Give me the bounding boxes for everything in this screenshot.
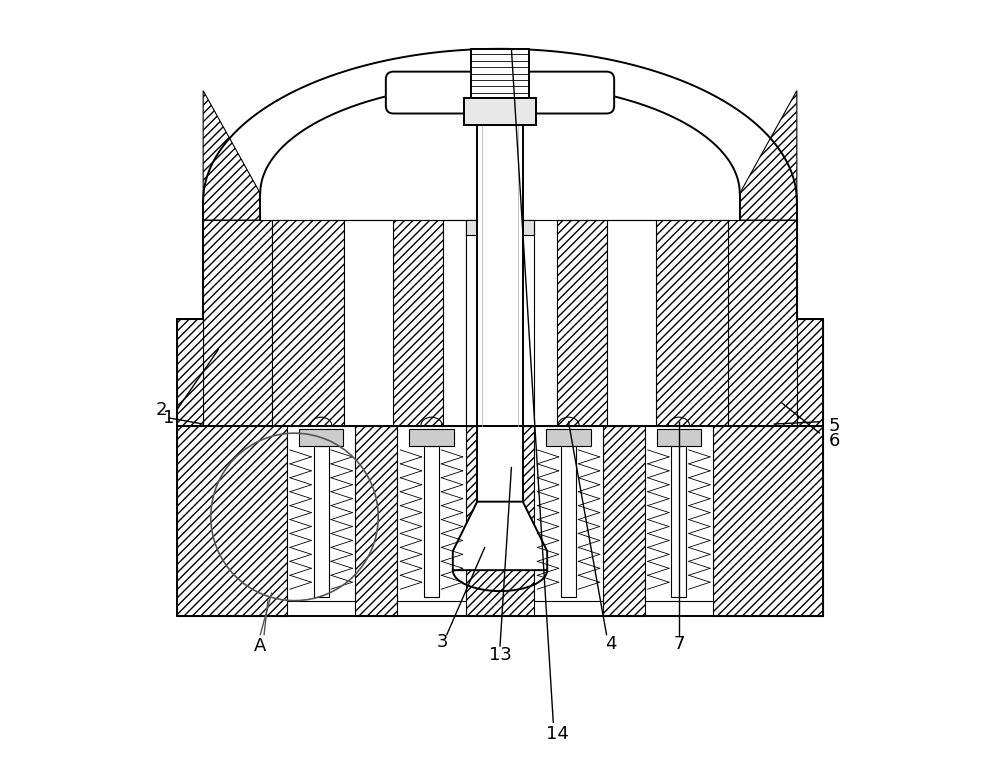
Polygon shape — [477, 125, 523, 425]
Polygon shape — [477, 425, 523, 501]
Polygon shape — [203, 91, 260, 220]
Polygon shape — [443, 220, 466, 425]
Polygon shape — [344, 220, 393, 425]
Polygon shape — [713, 425, 823, 616]
Text: 4: 4 — [605, 635, 616, 653]
Polygon shape — [645, 425, 713, 601]
Text: 6: 6 — [829, 432, 840, 449]
Polygon shape — [657, 429, 701, 446]
FancyBboxPatch shape — [386, 71, 614, 113]
Polygon shape — [355, 425, 397, 616]
Polygon shape — [607, 220, 656, 425]
Polygon shape — [557, 220, 607, 425]
Polygon shape — [797, 319, 823, 425]
Polygon shape — [397, 425, 466, 601]
Polygon shape — [453, 501, 547, 570]
Polygon shape — [740, 91, 797, 220]
Text: 3: 3 — [437, 633, 449, 652]
Polygon shape — [671, 446, 686, 597]
Polygon shape — [177, 319, 203, 425]
Polygon shape — [728, 220, 797, 425]
Polygon shape — [471, 49, 529, 98]
Polygon shape — [561, 446, 576, 597]
Polygon shape — [464, 98, 536, 125]
Polygon shape — [299, 429, 343, 446]
Text: 14: 14 — [546, 725, 569, 742]
Polygon shape — [314, 446, 329, 597]
Polygon shape — [272, 220, 344, 425]
Polygon shape — [203, 220, 272, 425]
Text: 2: 2 — [156, 401, 167, 419]
Text: 7: 7 — [673, 635, 685, 653]
Text: A: A — [254, 637, 266, 656]
Polygon shape — [603, 425, 645, 616]
Polygon shape — [287, 425, 355, 601]
Polygon shape — [546, 429, 591, 446]
Polygon shape — [466, 220, 534, 425]
Text: 5: 5 — [829, 416, 840, 435]
Polygon shape — [409, 429, 454, 446]
Polygon shape — [393, 220, 443, 425]
Text: 13: 13 — [489, 646, 511, 664]
Polygon shape — [656, 220, 728, 425]
Polygon shape — [466, 220, 534, 236]
Polygon shape — [534, 425, 603, 601]
Polygon shape — [424, 446, 439, 597]
Polygon shape — [466, 425, 534, 616]
Polygon shape — [177, 425, 287, 616]
Text: 1: 1 — [163, 409, 175, 427]
